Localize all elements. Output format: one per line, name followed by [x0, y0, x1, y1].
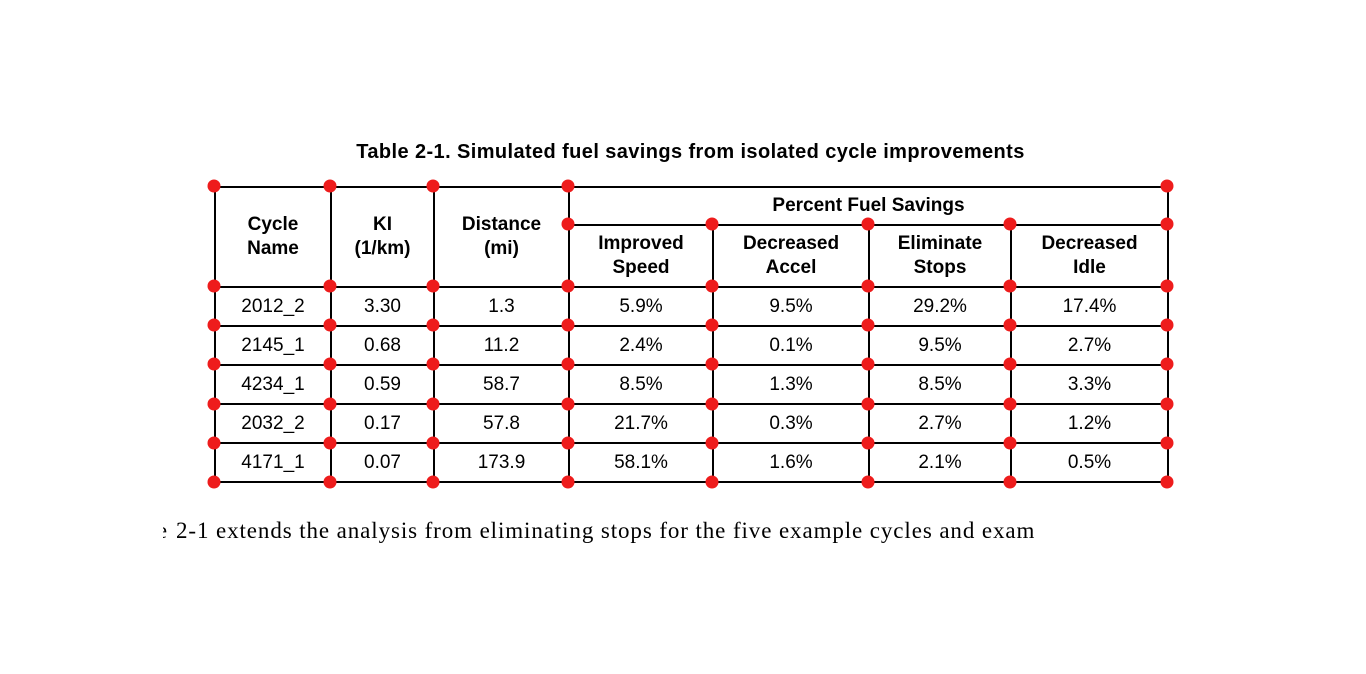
table-cell: 2145_1 — [214, 325, 332, 366]
table-cell: 1.2% — [1010, 403, 1169, 444]
table-cell: 2032_2 — [214, 403, 332, 444]
table-cell: 11.2 — [433, 325, 570, 366]
table-cell: 0.07 — [330, 442, 435, 483]
table-cell: 21.7% — [568, 403, 714, 444]
table-cell: 2.1% — [868, 442, 1012, 483]
body-text: e 2-1 extends the analysis from eliminati… — [163, 516, 1035, 546]
clipped-char: e — [163, 516, 168, 546]
table-cell: 173.9 — [433, 442, 570, 483]
table-cell: 1.3% — [712, 364, 870, 405]
table-cell: 17.4% — [1010, 286, 1169, 327]
table-cell: 5.9% — [568, 286, 714, 327]
table-cell: 3.3% — [1010, 364, 1169, 405]
col-subheader-1: Decreased Accel — [712, 224, 870, 288]
fuel-savings-table-wrap: Cycle Name KI (1/km) Distance (mi) Perce… — [214, 186, 1169, 483]
table-cell: 0.3% — [712, 403, 870, 444]
table-cell: 57.8 — [433, 403, 570, 444]
col-header-ki: KI (1/km) — [330, 186, 435, 288]
table-cell: 2.7% — [1010, 325, 1169, 366]
col-subheader-2: Eliminate Stops — [868, 224, 1012, 288]
header-row-sub: Improved Speed Decreased Accel Eliminate S… — [215, 224, 1169, 288]
table-cell: 8.5% — [568, 364, 714, 405]
header-row-top: Cycle Name KI (1/km) Distance (mi) Perce… — [214, 186, 1169, 288]
table-cell: 0.17 — [330, 403, 435, 444]
table-row: 4234_1 0.59 58.7 8.5% 1.3% 8.5% 3.3% — [214, 364, 1169, 405]
table-cell: 58.1% — [568, 442, 714, 483]
table-row: 2032_2 0.17 57.8 21.7% 0.3% 2.7% 1.2% — [214, 403, 1169, 444]
table-cell: 0.5% — [1010, 442, 1169, 483]
table-row: 4171_1 0.07 173.9 58.1% 1.6% 2.1% 0.5% — [214, 442, 1169, 483]
table-cell: 3.30 — [330, 286, 435, 327]
table-row: 2012_2 3.30 1.3 5.9% 9.5% 29.2% 17.4% — [214, 286, 1169, 327]
col-header-cycle-name: Cycle Name — [214, 186, 332, 288]
col-header-percent-fuel-savings: Percent Fuel Savings — [568, 186, 1169, 226]
col-subheader-0: Improved Speed — [568, 224, 714, 288]
table-cell: 9.5% — [712, 286, 870, 327]
table-cell: 1.6% — [712, 442, 870, 483]
table-cell: 4234_1 — [214, 364, 332, 405]
table-caption: Table 2-1. Simulated fuel savings from i… — [356, 141, 1025, 163]
table-cell: 0.59 — [330, 364, 435, 405]
fuel-savings-table: Cycle Name KI (1/km) Distance (mi) Perce… — [214, 186, 1169, 483]
table-cell: 1.3 — [433, 286, 570, 327]
table-row: 2145_1 0.68 11.2 2.4% 0.1% 9.5% 2.7% — [214, 325, 1169, 366]
table-cell: 29.2% — [868, 286, 1012, 327]
table-cell: 9.5% — [868, 325, 1012, 366]
body-text-line: 2-1 extends the analysis from eliminatin… — [176, 518, 1036, 543]
table-cell: 58.7 — [433, 364, 570, 405]
table-cell: 2.7% — [868, 403, 1012, 444]
col-header-distance: Distance (mi) — [433, 186, 570, 288]
table-cell: 8.5% — [868, 364, 1012, 405]
table-cell: 0.68 — [330, 325, 435, 366]
col-subheader-3: Decreased Idle — [1010, 224, 1169, 288]
table-cell: 0.1% — [712, 325, 870, 366]
table-cell: 2012_2 — [214, 286, 332, 327]
table-cell: 2.4% — [568, 325, 714, 366]
table-cell: 4171_1 — [214, 442, 332, 483]
